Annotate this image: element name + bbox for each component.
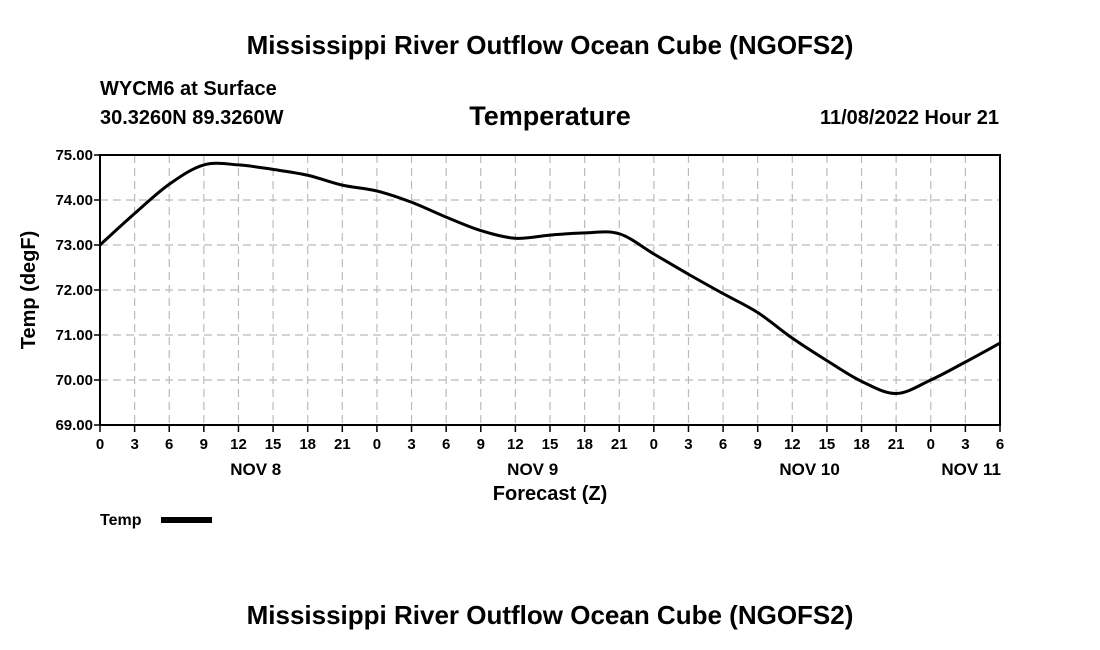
legend-label: Temp xyxy=(100,512,142,529)
page-title-bottom: Mississippi River Outflow Ocean Cube (NG… xyxy=(247,600,854,630)
x-tick-label: 18 xyxy=(299,436,316,453)
data-point xyxy=(756,311,759,314)
page-title: Mississippi River Outflow Ocean Cube (NG… xyxy=(247,30,854,60)
y-tick-label: 71.00 xyxy=(55,327,93,344)
data-point xyxy=(202,163,206,167)
grid-lines xyxy=(100,155,1000,425)
x-tick-label: 3 xyxy=(961,436,969,453)
day-label: NOV 9 xyxy=(507,460,558,479)
data-point xyxy=(98,243,102,247)
data-point xyxy=(341,183,344,187)
data-point xyxy=(791,336,794,340)
coordinates-label: 30.3260N 89.3260W xyxy=(100,107,284,129)
data-point xyxy=(306,174,309,177)
x-tick-label: 21 xyxy=(334,436,351,453)
x-tick-label: 12 xyxy=(507,436,524,453)
data-point xyxy=(548,233,552,237)
station-label: WYCM6 at Surface xyxy=(100,78,277,100)
data-point xyxy=(721,292,725,295)
datetime-label: 11/08/2022 Hour 21 xyxy=(820,107,999,129)
data-point xyxy=(479,229,482,232)
x-tick-label: 0 xyxy=(927,436,935,453)
x-tick-label: 6 xyxy=(165,436,173,453)
x-tick-label: 3 xyxy=(684,436,692,453)
x-tick-label: 9 xyxy=(477,436,485,453)
data-point xyxy=(168,183,171,186)
x-tick-label: 3 xyxy=(130,436,138,453)
y-axis-ticks: 69.00 70.00 71.00 72.00 73.00 74.00 75.00 xyxy=(55,147,100,434)
data-point xyxy=(894,392,898,395)
y-tick-label: 74.00 xyxy=(55,192,93,209)
data-point xyxy=(375,189,379,193)
series-layer xyxy=(98,161,1002,396)
data-point xyxy=(860,380,863,383)
x-tick-label: 15 xyxy=(542,436,559,453)
x-tick-label: 6 xyxy=(996,436,1004,453)
x-tick-label: 18 xyxy=(576,436,593,453)
x-tick-label: 9 xyxy=(200,436,208,453)
x-tick-label: 3 xyxy=(407,436,415,453)
x-tick-label: 0 xyxy=(650,436,658,453)
x-tick-label: 21 xyxy=(611,436,628,453)
day-labels: NOV 8 NOV 9 NOV 10 NOV 11 xyxy=(230,460,1001,479)
chart-title: Temperature xyxy=(469,101,631,131)
data-point xyxy=(410,201,413,204)
data-point xyxy=(687,273,690,276)
y-tick-label: 70.00 xyxy=(55,372,93,389)
y-tick-label: 73.00 xyxy=(55,237,93,254)
x-tick-label: 12 xyxy=(230,436,247,453)
x-tick-label: 15 xyxy=(265,436,282,453)
data-point xyxy=(825,359,829,362)
x-tick-label: 6 xyxy=(719,436,727,453)
data-point xyxy=(271,168,275,171)
data-point xyxy=(444,215,448,219)
x-tick-label: 9 xyxy=(754,436,762,453)
data-point xyxy=(618,232,621,235)
x-tick-label: 0 xyxy=(96,436,104,453)
x-tick-label: 6 xyxy=(442,436,450,453)
day-label: NOV 10 xyxy=(779,460,839,479)
x-tick-label: 0 xyxy=(373,436,381,453)
x-axis-title: Forecast (Z) xyxy=(493,483,607,505)
y-tick-label: 72.00 xyxy=(55,282,93,299)
x-tick-label: 21 xyxy=(888,436,905,453)
x-axis-ticks: 0 3 6 9 12 15 18 21 0 3 6 9 12 15 18 21 0 3 6 9 12 15 18 21 0 3 6 xyxy=(96,425,1004,453)
data-point xyxy=(514,237,517,240)
data-point xyxy=(583,231,586,235)
x-tick-label: 15 xyxy=(819,436,836,453)
y-tick-label: 75.00 xyxy=(55,147,93,164)
x-tick-label: 18 xyxy=(853,436,870,453)
data-point xyxy=(929,378,932,382)
day-label: NOV 8 xyxy=(230,460,281,479)
data-point xyxy=(237,163,240,167)
data-point xyxy=(998,341,1002,345)
y-axis-title: Temp (degF) xyxy=(18,231,40,350)
data-point xyxy=(133,212,136,215)
y-tick-label: 69.00 xyxy=(55,417,93,434)
day-label: NOV 11 xyxy=(941,460,1001,479)
data-point xyxy=(964,360,967,364)
x-tick-label: 12 xyxy=(784,436,801,453)
data-point xyxy=(652,252,656,256)
